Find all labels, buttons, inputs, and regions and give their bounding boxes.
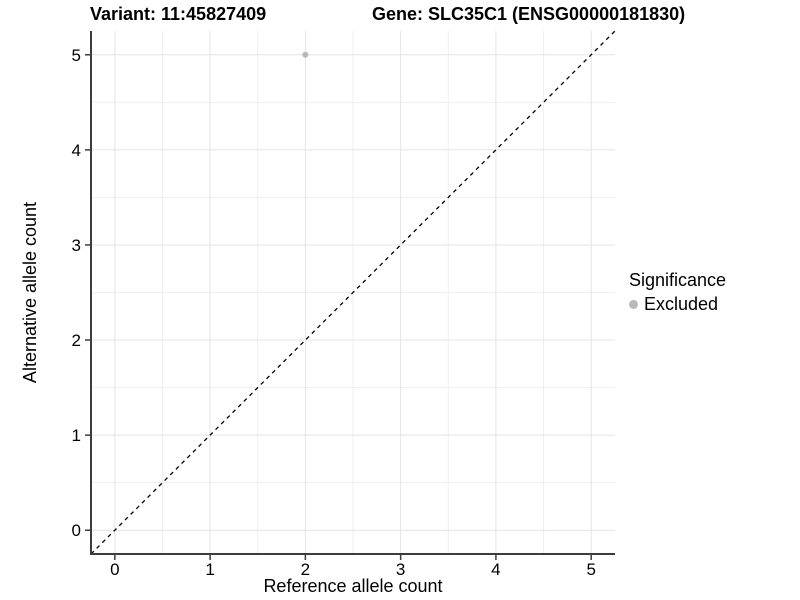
variant-title: Variant: 11:45827409 [90,4,267,24]
x-axis-title: Reference allele count [263,576,443,596]
y-tick-label: 1 [72,426,81,445]
y-axis-title: Alternative allele count [20,201,40,384]
x-tick-label: 1 [205,560,214,579]
legend-title: Significance [629,270,727,290]
identity-dashed-line [90,30,616,555]
x-tick-label: 0 [110,560,119,579]
x-tick-label: 5 [586,560,595,579]
legend-item-excluded: Excluded [629,294,726,315]
legend-item-label: Excluded [644,294,719,314]
x-tick-label: 3 [396,560,405,579]
excluded-point-icon [629,300,638,309]
y-tick-label: 4 [72,141,81,160]
x-tick-label: 4 [491,560,500,579]
y-tick-label: 0 [72,521,81,540]
legend: Significance Excluded [629,270,726,315]
y-tick-label: 3 [72,236,81,255]
data-point [302,51,309,58]
y-tick-label: 2 [72,331,81,350]
x-tick-label: 2 [301,560,310,579]
gene-title: Gene: SLC35C1 (ENSG00000181830) [372,4,686,24]
y-tick-label: 5 [72,46,81,65]
